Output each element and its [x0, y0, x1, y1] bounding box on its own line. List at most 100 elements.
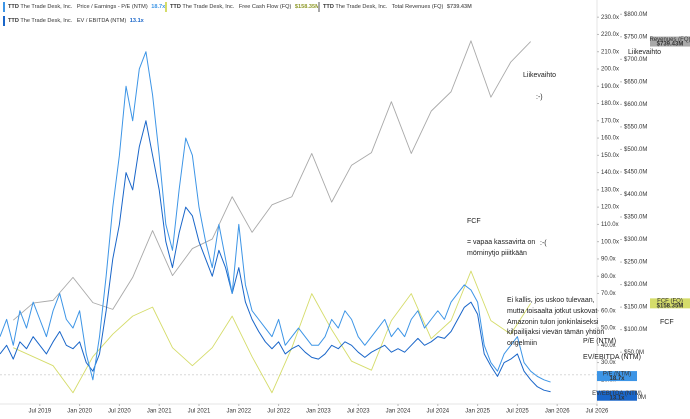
legend-text: The Trade Desk, Inc. [335, 4, 387, 10]
annotation: = vapaa kassavirta on [467, 239, 535, 246]
x-tick-label: Jul 2022 [267, 409, 290, 415]
legend-entry: TTD The Trade Desk, Inc. EV / EBITDA (NT… [8, 18, 145, 24]
x-tick-label: Jul 2024 [426, 409, 449, 415]
annotation: :-( [540, 240, 547, 247]
annotation: FCF [467, 218, 481, 225]
legend-text: The Trade Desk, Inc. [182, 4, 234, 10]
y-tick-label: 200.0x [601, 67, 619, 73]
badge-value: $158.35M [657, 303, 684, 309]
x-tick-label: Jan 2023 [306, 409, 331, 415]
y-tick-label: 190.0x [601, 84, 619, 90]
y2-tick-label: $350.0M [624, 215, 647, 221]
x-tick-label: Jul 2023 [347, 409, 370, 415]
y2-tick-label: $500.0M [624, 147, 647, 153]
y2-tick-label: $650.0M [624, 79, 647, 85]
badge-value: 13.1x [609, 396, 625, 402]
x-tick-label: Jul 2025 [506, 409, 529, 415]
legend-swatch [3, 16, 5, 26]
y-tick-label: 140.0x [601, 170, 619, 176]
annotation: ongelmiin [507, 340, 537, 347]
annotation: mörninytjo piiitkään [467, 250, 527, 257]
y-tick-label: 120.0x [601, 205, 619, 211]
series-line [13, 270, 532, 394]
badge-label: Revenues (FQ) [649, 37, 690, 43]
legend-text: 13.1x [130, 18, 145, 24]
annotation: EV/EBITDA (NTM) [583, 354, 641, 361]
y-tick-label: 80.0x [601, 274, 616, 280]
y2-tick-label: $600.0M [624, 102, 647, 108]
y2-tick-label: $450.0M [624, 170, 647, 176]
legend-text: The Trade Desk, Inc. [20, 18, 72, 24]
x-tick-label: Jan 2025 [465, 409, 490, 415]
series-line [0, 51, 551, 383]
legend-text: TTD [8, 4, 19, 10]
badge-label: EV/EBITDA (NTM) [592, 391, 642, 397]
legend-swatch [3, 2, 5, 12]
y-tick-label: 170.0x [601, 118, 619, 124]
y2-tick-label: $750.0M [624, 34, 647, 40]
x-tick-label: Jan 2024 [386, 409, 411, 415]
x-tick-label: Jan 2020 [67, 409, 92, 415]
y2-tick-label: $250.0M [624, 260, 647, 266]
y2-tick-label: $100.0M [624, 327, 647, 333]
value-badge [650, 298, 690, 309]
y2-tick-label: $300.0M [624, 237, 647, 243]
y-tick-label: 180.0x [601, 101, 619, 107]
annotation: P/E (NTM) [583, 338, 616, 345]
legend-text: $739.43M [447, 4, 472, 10]
y2-tick-label: $50.0M [624, 350, 644, 356]
legend-text: Price / Earnings - P/E (NTM) [77, 4, 148, 10]
y-tick-label: 50.0x [601, 326, 616, 332]
value-badge [597, 371, 637, 382]
legend-text: 18.7x [151, 4, 166, 10]
x-tick-label: Jul 2020 [108, 409, 131, 415]
legend-text: TTD [8, 18, 19, 24]
value-badge [650, 36, 690, 47]
value-badge [597, 390, 637, 401]
legend-swatch [165, 2, 167, 12]
y-tick-label: 210.0x [601, 49, 619, 55]
legend-text: TTD [323, 4, 334, 10]
legend-text: Total Revenues (FQ) [392, 4, 444, 10]
y-tick-label: 40.0x [601, 343, 616, 349]
y-tick-label: 90.0x [601, 257, 616, 263]
legend-text: EV / EBITDA (NTM) [77, 18, 127, 24]
badge-value: 18.7x [609, 376, 625, 382]
badge-label: FCF (FQ) [657, 299, 683, 305]
annotation: Ei kallis, jos uskoo tulevaan, [507, 297, 595, 304]
series-line [12, 40, 531, 321]
annotation: kilpailijaksi vievän tämän yhtiön [507, 329, 604, 336]
y2-tick-label: $400.0M [624, 192, 647, 198]
y-tick-label: 60.0x [601, 308, 616, 314]
series-line [0, 120, 551, 393]
y-tick-label: 150.0x [601, 153, 619, 159]
y-tick-label: 110.0x [601, 222, 619, 228]
y2-tick-label: $800.0M [624, 12, 647, 18]
legend-entry: TTD The Trade Desk, Inc. Free Cash Flow … [170, 4, 320, 10]
x-tick-label: Jul 2019 [28, 409, 51, 415]
legend-text: Free Cash Flow (FQ) [239, 4, 292, 10]
y-tick-label: 230.0x [601, 15, 619, 21]
y-tick-label: 70.0x [601, 291, 616, 297]
y-tick-label: 100.0x [601, 239, 619, 245]
x-tick-label: Jan 2022 [226, 409, 251, 415]
y2-tick-label: $550.0M [624, 124, 647, 130]
annotation: Liikevaihto [628, 49, 661, 56]
y2-tick-label: $700.0M [624, 57, 647, 63]
y-tick-label: 220.0x [601, 32, 619, 38]
y-tick-label: 30.0x [601, 360, 616, 366]
y-tick-label: 160.0x [601, 136, 619, 142]
x-tick-label: Jul 2026 [586, 409, 609, 415]
annotation: :-) [536, 94, 543, 101]
annotation: FCF [660, 319, 674, 326]
annotation: Liikevaihto [523, 72, 556, 79]
legend-entry: TTD The Trade Desk, Inc. Total Revenues … [323, 4, 472, 10]
annotation: mutta toisaalta jotkut uskovat [507, 308, 597, 315]
y2-tick-label: $200.0M [624, 282, 647, 288]
badge-label: P/E (NTM) [603, 371, 631, 377]
x-tick-label: Jan 2021 [147, 409, 172, 415]
y2-tick-label: $150.0M [624, 305, 647, 311]
badge-value: $739.43M [657, 42, 684, 48]
